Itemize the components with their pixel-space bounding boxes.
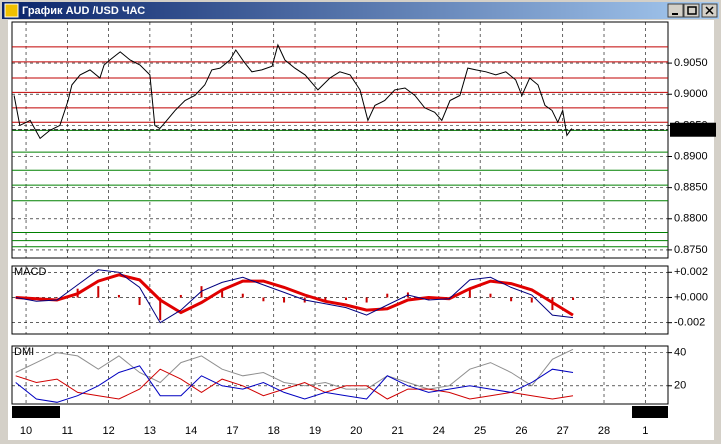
x-tick-label: 1 (642, 425, 648, 437)
year-label: 2014 (24, 406, 48, 418)
x-tick-label: 18 (268, 425, 280, 437)
series-line (15, 348, 574, 390)
year-label: 2014 (638, 406, 662, 418)
panel-label: MACD (14, 266, 46, 278)
y-tick-label: 0.8900 (674, 150, 708, 162)
histogram-bar (55, 297, 58, 298)
histogram-bar (117, 294, 120, 298)
y-tick-label: +0.000 (674, 291, 708, 303)
y-tick-label: 0.8750 (674, 244, 708, 256)
window-title: График AUD /USD ЧАС (22, 5, 145, 17)
y-tick-label: 0.8850 (674, 182, 708, 194)
y-tick-label: +0.002 (674, 266, 708, 278)
histogram-bar (324, 297, 327, 300)
y-tick-label: 0.9050 (674, 57, 708, 69)
histogram-bar (97, 286, 100, 298)
date-strip (12, 404, 668, 418)
histogram-bar (489, 293, 492, 298)
window-icon (4, 3, 19, 18)
histogram-bar (262, 297, 265, 302)
x-tick-label: 25 (474, 425, 486, 437)
x-tick-label: 14 (185, 425, 197, 437)
y-tick-label: 20 (674, 380, 686, 392)
series-line (13, 43, 573, 140)
x-tick-label: 28 (598, 425, 610, 437)
last-price-box (670, 122, 716, 137)
year-box (632, 406, 668, 418)
panel-frame (11, 21, 669, 259)
minimize-button[interactable] (667, 3, 684, 18)
histogram-bar (241, 293, 244, 298)
x-tick-label: 17 (226, 425, 238, 437)
x-tick-label: 10 (20, 425, 32, 437)
histogram-bar (179, 294, 182, 298)
last-price-label: 0.8943 (674, 124, 708, 136)
panel-label: DMI (14, 346, 34, 358)
x-tick-label: 26 (515, 425, 527, 437)
series-line (15, 269, 574, 324)
panel-frame (11, 345, 669, 405)
x-tick-label: 27 (557, 425, 569, 437)
histogram-bar (468, 288, 471, 298)
y-tick-label: -0.002 (674, 317, 705, 329)
histogram-bar (283, 297, 286, 303)
histogram-bar (221, 289, 224, 298)
y-tick-label: 0.9000 (674, 88, 708, 100)
window-buttons[interactable] (667, 3, 718, 18)
x-tick-label: 24 (433, 425, 445, 437)
x-tick-label: 19 (309, 425, 321, 437)
y-tick-label: 40 (674, 347, 686, 359)
series-line (15, 273, 574, 317)
series-line (15, 368, 574, 400)
histogram-bar (510, 297, 513, 302)
histogram-bar (386, 293, 389, 298)
histogram-bar (530, 297, 533, 303)
title-bar (2, 2, 719, 19)
x-tick-label: 21 (391, 425, 403, 437)
histogram-bar (572, 297, 575, 300)
histogram-bar (159, 297, 162, 321)
series-line (15, 365, 574, 403)
year-box (12, 406, 60, 418)
close-icon (705, 6, 714, 15)
x-tick-label: 12 (102, 425, 114, 437)
histogram-bar (344, 297, 347, 300)
histogram-bar (138, 297, 141, 306)
x-tick-label: 11 (62, 425, 73, 437)
histogram-bar (365, 297, 368, 303)
maximize-icon (687, 6, 697, 15)
y-tick-label: 0.8800 (674, 213, 708, 225)
x-tick-label: 13 (144, 425, 156, 437)
x-tick-label: 20 (350, 425, 362, 437)
